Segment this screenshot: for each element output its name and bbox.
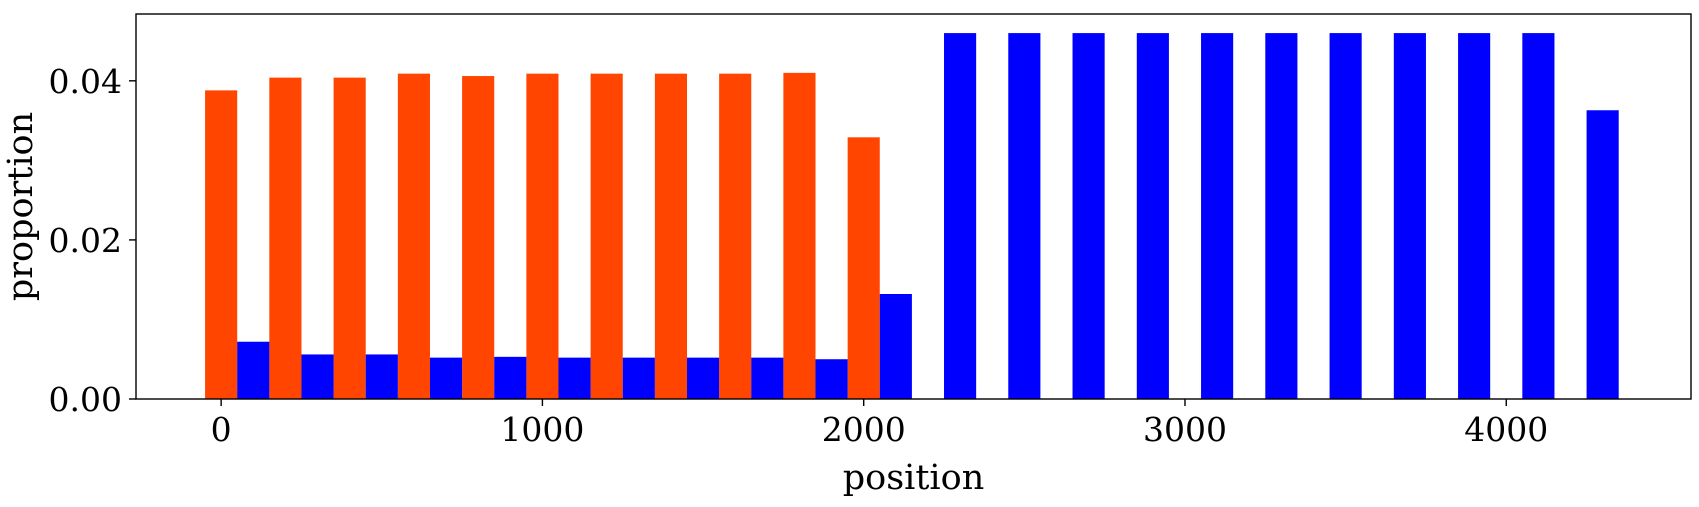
x-tick-label: 4000 [1464, 410, 1548, 449]
bar-series-1-9 [783, 72, 816, 400]
bar-series-1-0 [205, 90, 238, 400]
bar-series-1-10 [847, 137, 880, 400]
bar-series-2-17 [1329, 33, 1362, 400]
bar-series-2-8 [751, 357, 784, 399]
bar-series-1-3 [397, 73, 430, 399]
bar-series-2-20 [1522, 33, 1555, 400]
bar-series-1-7 [654, 73, 687, 399]
x-tick-label: 3000 [1143, 410, 1227, 449]
x-tick-label: 2000 [822, 410, 906, 449]
bar-series-2-19 [1458, 33, 1491, 400]
bar-series-1-1 [269, 77, 302, 399]
x-tick-label: 1000 [500, 410, 584, 449]
bar-series-2-6 [622, 357, 655, 399]
x-tick-label: 0 [211, 410, 232, 449]
bar-series-2-21 [1586, 110, 1619, 399]
bar-series-2-9 [815, 359, 848, 399]
y-tick-label: 0.02 [49, 221, 122, 260]
bar-series-1-8 [719, 73, 752, 399]
bar-series-2-10 [879, 294, 912, 399]
y-tick-label: 0.00 [49, 380, 122, 419]
bar-series-1-4 [462, 76, 495, 400]
y-tick-label: 0.04 [49, 62, 122, 101]
bar-series-2-0 [237, 341, 270, 399]
bar-series-2-3 [429, 357, 463, 399]
bar-series-2-4 [494, 356, 527, 399]
bar-series-2-18 [1393, 33, 1426, 400]
bar-series-2-2 [365, 354, 398, 399]
bar-series-2-1 [301, 354, 334, 399]
bar-series-2-7 [687, 357, 720, 399]
bar-series-2-16 [1265, 33, 1298, 400]
bar-series-2-12 [1008, 33, 1041, 400]
bar-series-2-13 [1072, 33, 1105, 400]
bar-series-1-2 [333, 77, 366, 399]
bar-series-1-5 [526, 73, 559, 399]
bar-series-2-5 [558, 357, 591, 399]
x-axis-label: position [843, 458, 985, 498]
bar-series-2-15 [1201, 33, 1234, 400]
plot-frame [135, 13, 1692, 400]
y-axis-ticks: 0.00 0.02 0.04 [49, 62, 136, 419]
bar-series-1-6 [590, 73, 623, 399]
bar-series-2-11 [944, 33, 977, 400]
y-axis-label: proportion [1, 112, 41, 301]
bar-series-2-14 [1136, 33, 1169, 400]
x-axis-ticks: 0 1000 2000 3000 4000 [211, 399, 1548, 449]
chart-bars [205, 33, 1619, 400]
